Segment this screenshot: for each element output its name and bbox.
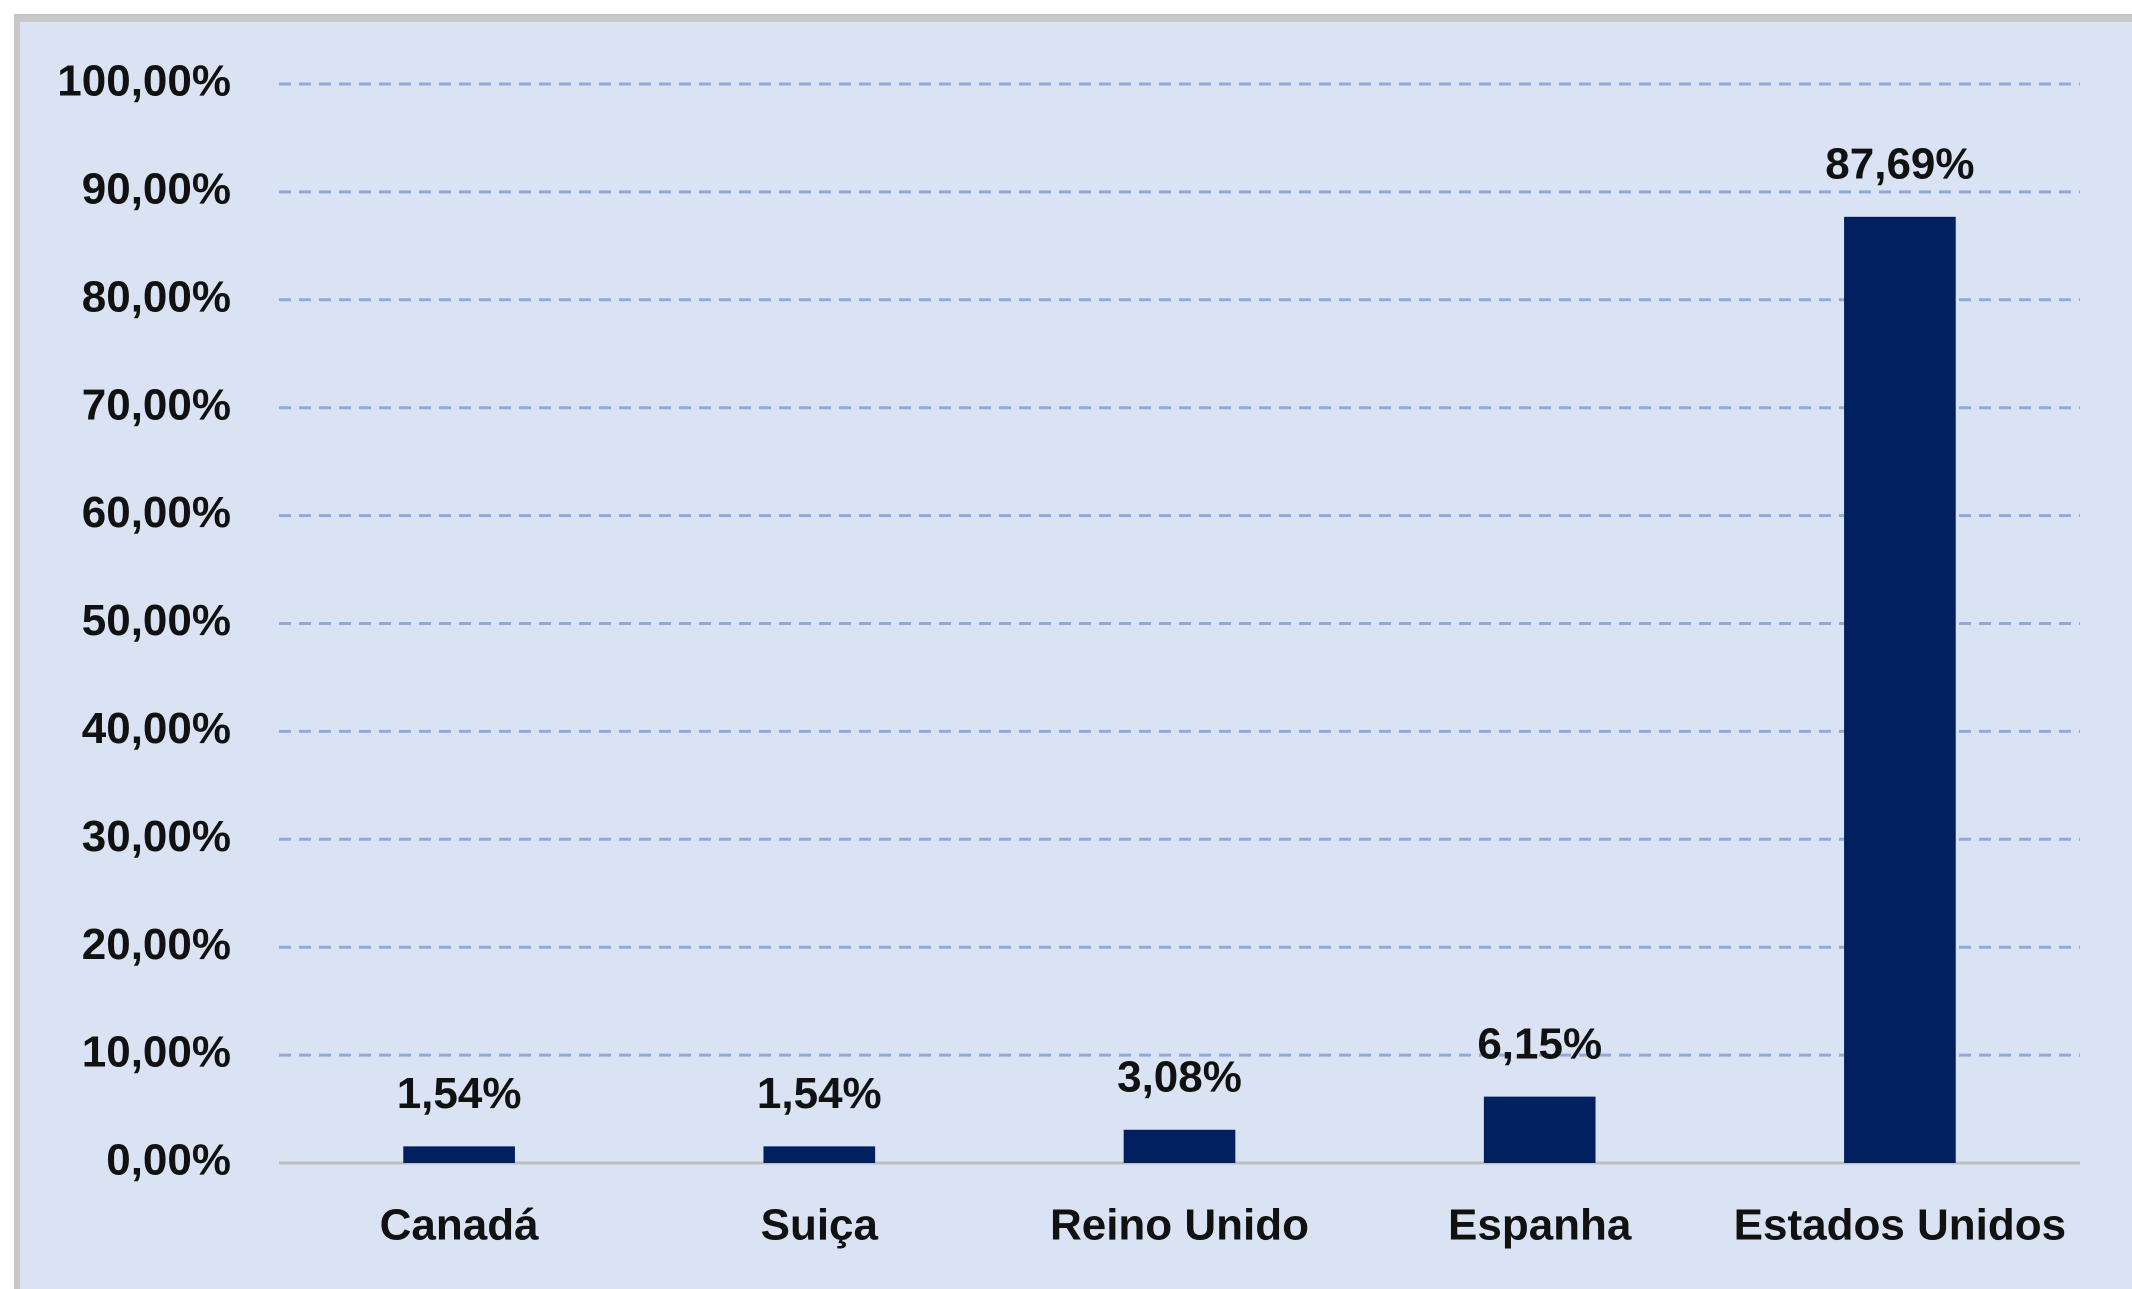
data-label: 3,08% <box>1117 1052 1242 1101</box>
bar <box>763 1146 876 1163</box>
bar <box>1483 1096 1596 1163</box>
x-tick-label: Espanha <box>1448 1201 1632 1250</box>
y-tick-label: 70,00% <box>82 380 231 429</box>
y-tick-label: 0,00% <box>106 1136 231 1185</box>
bar <box>1844 216 1956 1164</box>
y-tick-label: 50,00% <box>82 596 231 645</box>
x-tick-label: Canadá <box>380 1201 539 1250</box>
y-tick-label: 40,00% <box>82 704 231 753</box>
x-tick-label: Estados Unidos <box>1734 1201 2067 1250</box>
data-label: 87,69% <box>1825 139 1974 188</box>
y-tick-label: 20,00% <box>82 920 231 969</box>
y-tick-label: 100,00% <box>57 57 231 106</box>
chart-background <box>20 22 2132 1289</box>
bar <box>1123 1129 1236 1163</box>
y-tick-label: 10,00% <box>82 1028 231 1077</box>
y-tick-label: 30,00% <box>82 812 231 861</box>
data-label: 1,54% <box>397 1069 522 1118</box>
y-tick-label: 60,00% <box>82 488 231 537</box>
x-tick-label: Reino Unido <box>1050 1201 1309 1250</box>
y-tick-label: 80,00% <box>82 272 231 321</box>
bar <box>403 1146 515 1163</box>
data-label: 6,15% <box>1477 1019 1602 1068</box>
data-label: 1,54% <box>757 1069 882 1118</box>
y-tick-label: 90,00% <box>82 165 231 214</box>
x-tick-label: Suiça <box>761 1201 879 1250</box>
